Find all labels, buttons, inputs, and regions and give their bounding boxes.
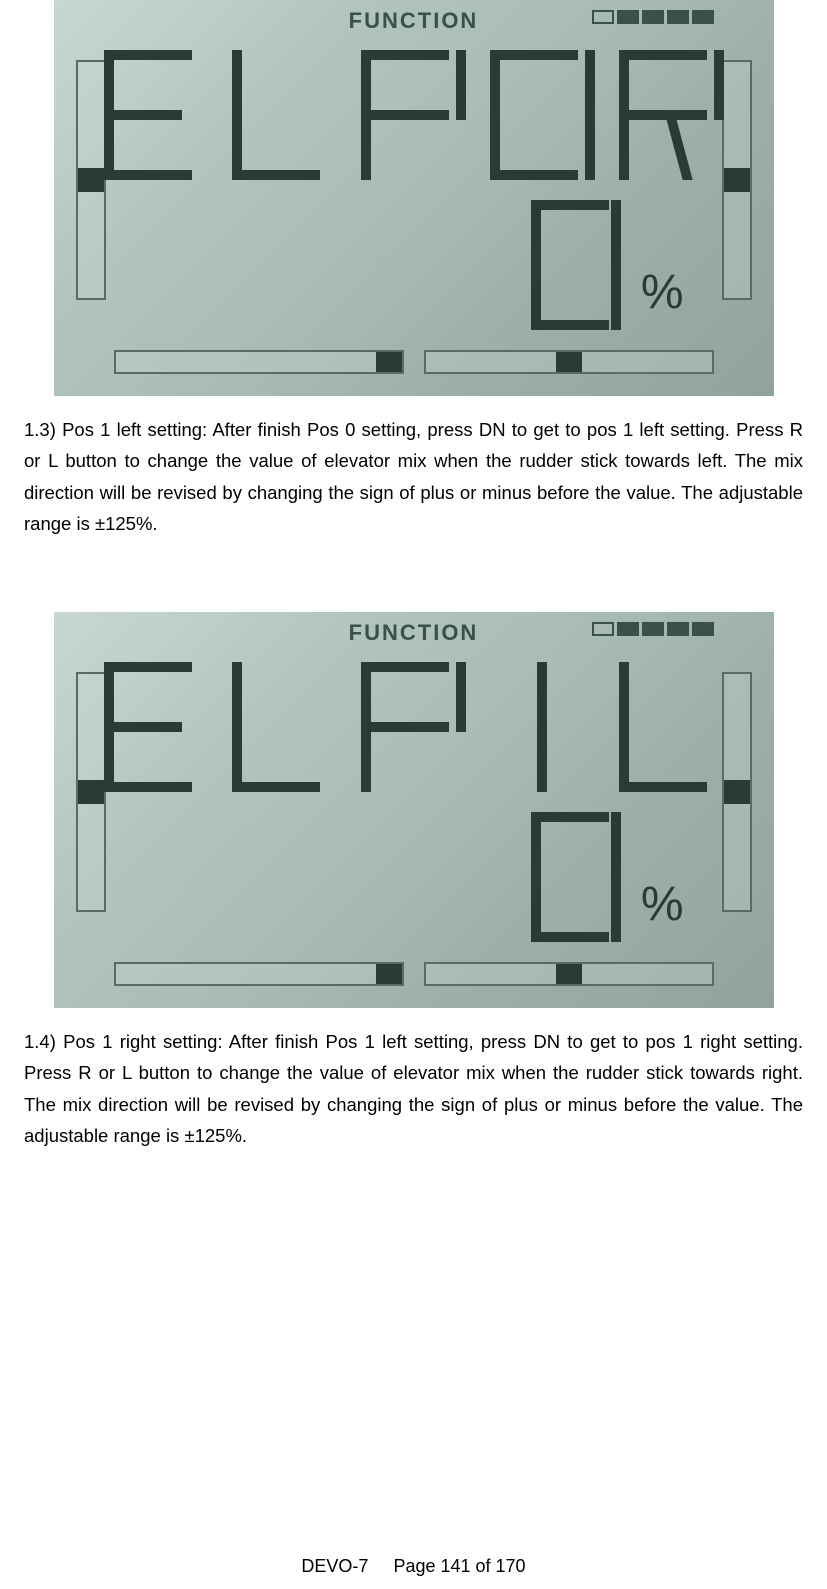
- seg-char-L: [619, 662, 724, 792]
- indicator-box: [592, 10, 614, 24]
- seg-char-L: [232, 50, 337, 180]
- bottom-bars-2: [114, 962, 714, 986]
- indicator-box: [617, 10, 639, 24]
- seg-char-E: [104, 50, 209, 180]
- value-row-1: %: [531, 200, 684, 330]
- bottom-bars-1: [114, 350, 714, 374]
- bottom-bar-right: [424, 350, 714, 374]
- seg-char-O: [490, 50, 595, 180]
- paragraph-1-3: 1.3) Pos 1 left setting: After finish Po…: [10, 414, 817, 540]
- page-footer: DEVO-7 Page 141 of 170: [0, 1556, 827, 1577]
- right-side-bar: [722, 672, 752, 912]
- bottom-bar-right: [424, 962, 714, 986]
- seg-char-I: [490, 662, 595, 792]
- function-label-1: FUNCTION: [349, 8, 479, 34]
- value-row-2: %: [531, 812, 684, 942]
- indicator-box: [692, 622, 714, 636]
- bottom-space: [10, 1192, 817, 1452]
- spacer: [10, 580, 817, 612]
- lcd-display-1: FUNCTION %: [54, 0, 774, 396]
- seg-char-E: [104, 662, 209, 792]
- footer-page-label: Page 141 of 170: [393, 1556, 525, 1576]
- left-side-bar: [76, 60, 106, 300]
- seg-char-R: [619, 50, 724, 180]
- seg-char-L: [232, 662, 337, 792]
- indicator-box: [692, 10, 714, 24]
- seg-char-P: [361, 662, 466, 792]
- value-digit-0: [531, 200, 621, 330]
- percent-sign-1: %: [641, 265, 684, 320]
- bottom-bar-left: [114, 962, 404, 986]
- function-label-2: FUNCTION: [349, 620, 479, 646]
- percent-sign-2: %: [641, 877, 684, 932]
- segment-text-row-2: [104, 657, 724, 797]
- indicator-box: [642, 10, 664, 24]
- paragraph-1-4: 1.4) Pos 1 right setting: After finish P…: [10, 1026, 817, 1152]
- page-container: FUNCTION % 1.3) Pos 1 le: [0, 0, 827, 1452]
- indicator-row-1: [592, 10, 714, 24]
- seg-char-P: [361, 50, 466, 180]
- segment-text-row-1: [104, 45, 724, 185]
- indicator-box: [667, 622, 689, 636]
- indicator-box: [667, 10, 689, 24]
- value-digit-0: [531, 812, 621, 942]
- left-side-bar: [76, 672, 106, 912]
- bottom-bar-left: [114, 350, 404, 374]
- right-side-bar: [722, 60, 752, 300]
- indicator-box: [642, 622, 664, 636]
- footer-device: DEVO-7: [301, 1556, 368, 1576]
- indicator-box: [617, 622, 639, 636]
- indicator-row-2: [592, 622, 714, 636]
- lcd-display-2: FUNCTION %: [54, 612, 774, 1008]
- indicator-box: [592, 622, 614, 636]
